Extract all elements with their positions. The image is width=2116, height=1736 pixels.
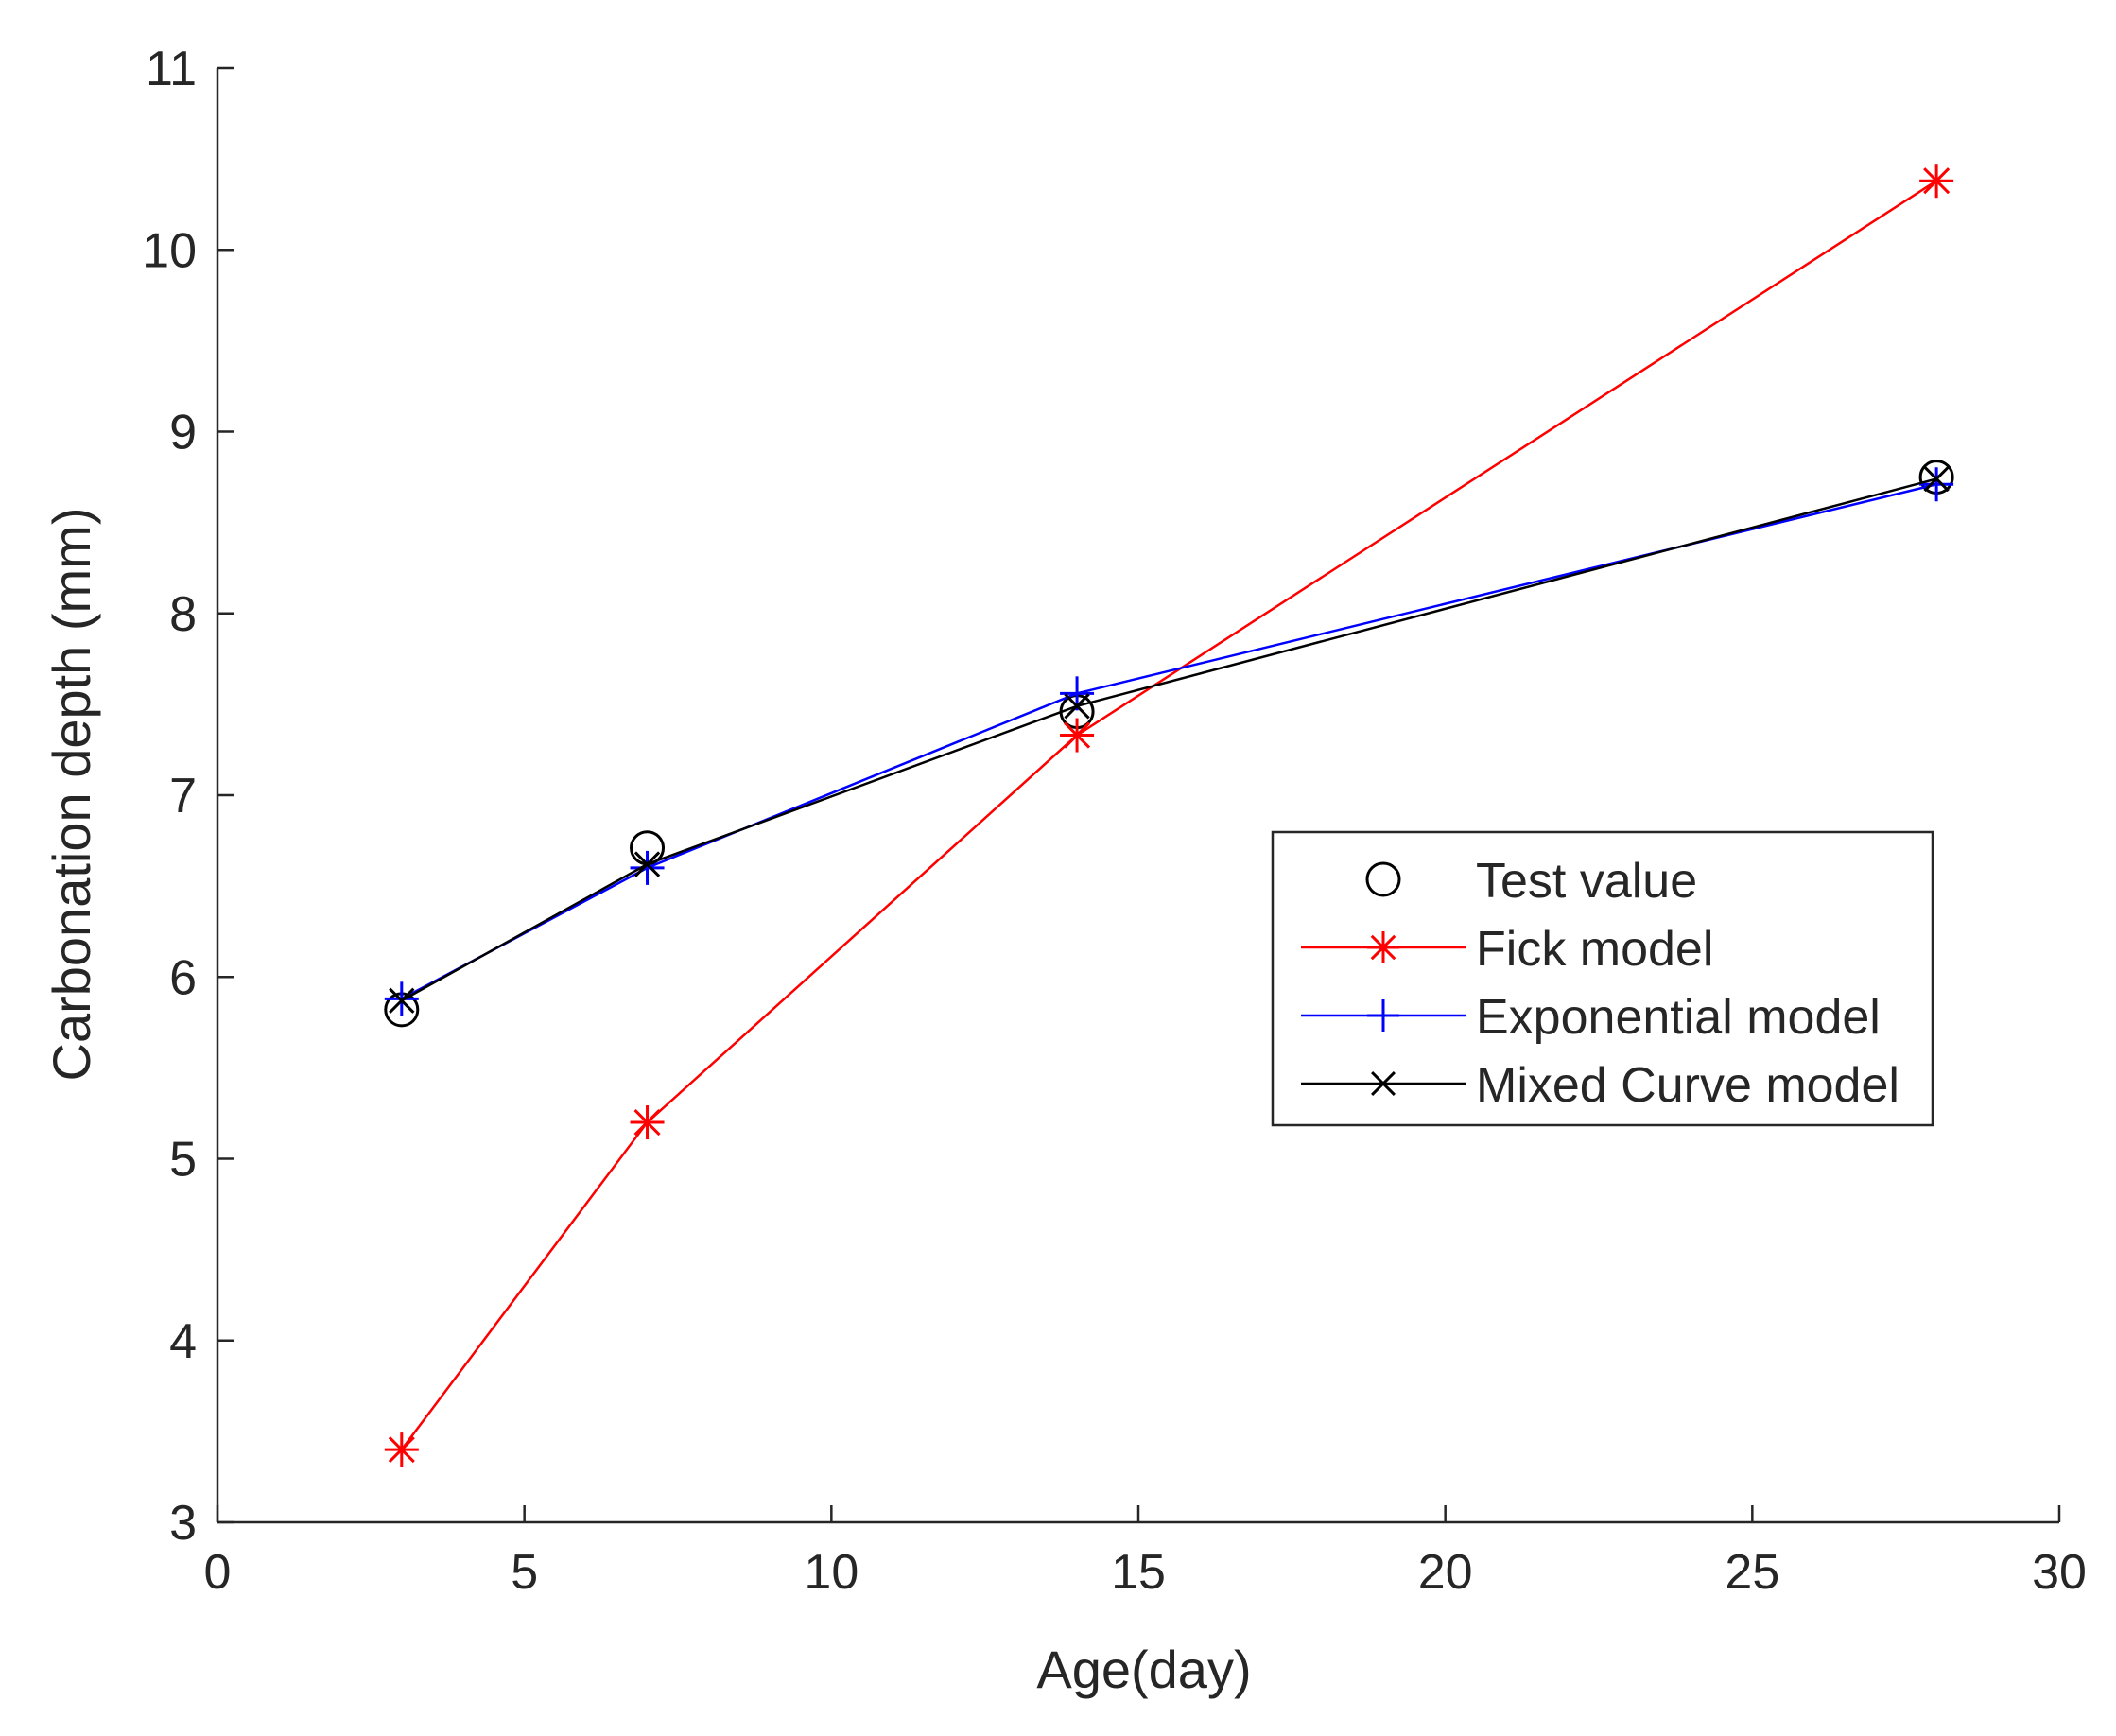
legend-marker <box>1365 861 1401 897</box>
legend-label: Exponential model <box>1476 990 1881 1045</box>
y-tick-label: 4 <box>169 1314 197 1369</box>
data-point-fick-model <box>1919 164 1954 199</box>
data-point-exponential-model <box>1919 467 1954 502</box>
data-point-fick-model <box>630 1105 665 1140</box>
legend-box <box>1271 830 1934 1127</box>
series-mixed-curve-model <box>389 465 1950 1014</box>
x-tick-label: 25 <box>1725 1545 1779 1600</box>
legend-item-mixed-curve-model: Mixed Curve model <box>1301 1058 1899 1113</box>
series-line-fick-model <box>400 180 1937 1450</box>
legend-item-fick-model: Fick model <box>1301 922 1713 977</box>
x-tick-label: 15 <box>1111 1545 1166 1600</box>
series-line-mixed-curve-model <box>401 477 1937 1002</box>
legend-label: Mixed Curve model <box>1476 1058 1899 1113</box>
y-tick-label: 11 <box>146 42 197 96</box>
x-tick-label: 0 <box>204 1545 232 1600</box>
x-axis-label: Age(day) <box>1036 1640 1251 1699</box>
y-tick-label: 9 <box>169 406 197 460</box>
y-axis-ticks: 3 4 5 6 7 8 9 10 11 <box>142 42 234 1551</box>
data-point-fick-model <box>384 1432 419 1467</box>
data-point-fick-model <box>1060 718 1095 753</box>
series-fick-model <box>384 164 1954 1467</box>
legend-label: Test value <box>1476 854 1697 909</box>
y-axis-label: Carbonation depth (mm) <box>42 508 101 1082</box>
data-point-exponential-model <box>630 850 665 885</box>
y-tick-label: 5 <box>169 1133 197 1188</box>
data-point-mixed-curve-model <box>633 851 661 877</box>
legend-item-test-value: Test value <box>1365 854 1697 909</box>
x-tick-label: 10 <box>804 1545 859 1600</box>
legend-marker <box>1367 999 1399 1032</box>
data-point-mixed-curve-model <box>1923 465 1950 493</box>
x-tick-label: 20 <box>1418 1545 1473 1600</box>
legend-marker <box>1371 1071 1396 1096</box>
x-tick-label: 5 <box>511 1545 538 1600</box>
y-tick-label: 3 <box>169 1496 197 1551</box>
series-layer <box>384 164 1954 1467</box>
legend: Test value Fick model Exponential model Mix… <box>1271 830 1934 1127</box>
y-tick-label: 7 <box>169 769 197 824</box>
legend-marker <box>1367 931 1399 963</box>
y-tick-label: 6 <box>169 950 197 1005</box>
x-axis-ticks: 0 5 10 15 20 25 30 <box>204 1505 2087 1600</box>
y-tick-label: 8 <box>169 587 197 642</box>
data-point-mixed-curve-model <box>1064 693 1090 720</box>
legend-item-exponential-model: Exponential model <box>1301 990 1881 1045</box>
x-tick-label: 30 <box>2032 1545 2087 1600</box>
legend-label: Fick model <box>1476 922 1713 977</box>
data-point-mixed-curve-model <box>389 987 415 1014</box>
y-tick-label: 10 <box>142 223 197 278</box>
